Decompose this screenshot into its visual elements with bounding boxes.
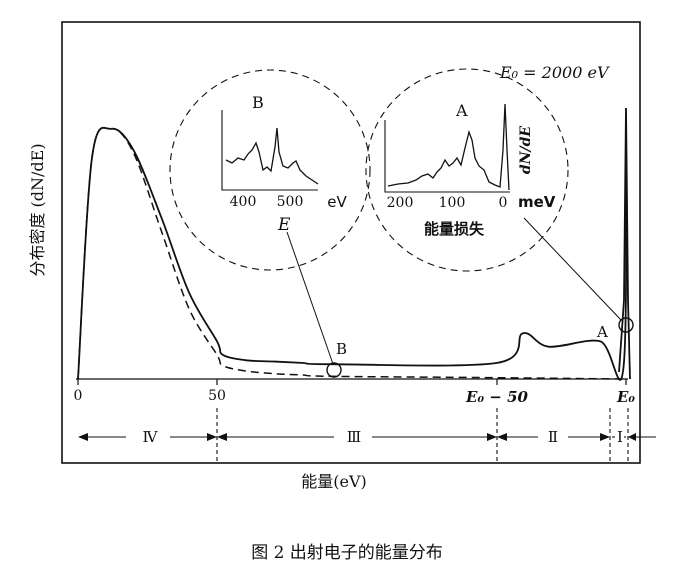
region-boundaries <box>216 408 629 463</box>
plot-frame <box>61 21 641 464</box>
inset-a-unit: meV <box>518 193 556 211</box>
x-tick-label: 50 <box>208 388 226 404</box>
curves <box>77 107 631 381</box>
region-label: Ⅰ <box>617 428 623 446</box>
inset-b-tick: 500 <box>277 194 304 210</box>
dashed-curve <box>77 126 624 380</box>
e-label: E <box>277 215 291 235</box>
inset-b-tick: 400 <box>230 194 257 210</box>
y-axis-label: 分布密度 (dN/dE) <box>28 143 47 276</box>
e0-annotation: E₀ = 2000 eV <box>499 63 610 82</box>
inset-a-tick: 0 <box>499 195 508 211</box>
inset-a-spectrum <box>387 103 510 191</box>
figure-caption: 图 2 出射电子的能量分布 <box>251 543 443 563</box>
inset-b-unit: eV <box>327 193 347 211</box>
region-label: Ⅲ <box>347 428 361 446</box>
inset-b-circle <box>169 69 371 271</box>
arrowheads <box>78 433 636 441</box>
inset-a-circle <box>365 68 569 272</box>
marker-b-label: B <box>336 340 347 358</box>
inset-a-xlabel: 能量损失 <box>424 220 485 238</box>
x-tick-label: E₀ − 50 <box>465 388 528 406</box>
marker-a-circle <box>618 317 634 333</box>
inset-a-ylabel: dN/dE <box>518 126 534 174</box>
x-tick-label: 0 <box>74 388 83 404</box>
inset-b-label: B <box>252 93 264 112</box>
inset-b-axes <box>221 110 318 191</box>
inset-b-spectrum <box>225 127 319 185</box>
inset-a-connector <box>523 217 622 321</box>
marker-a-label: A <box>596 323 608 341</box>
inset-a-label: A <box>455 101 468 120</box>
inset-a-tick: 200 <box>387 195 414 211</box>
x-axis-label: 能量(eV) <box>301 472 367 491</box>
region-label: Ⅱ <box>548 428 558 446</box>
region-label: Ⅳ <box>143 428 159 446</box>
inset-a-tick: 100 <box>439 195 466 211</box>
inset-a-axes <box>384 120 510 193</box>
inset-b-connector <box>286 231 334 365</box>
solid-curve <box>77 123 628 381</box>
x-tick-label: E₀ <box>616 388 635 406</box>
marker-b-circle <box>326 362 342 378</box>
elastic-peak <box>618 107 631 380</box>
